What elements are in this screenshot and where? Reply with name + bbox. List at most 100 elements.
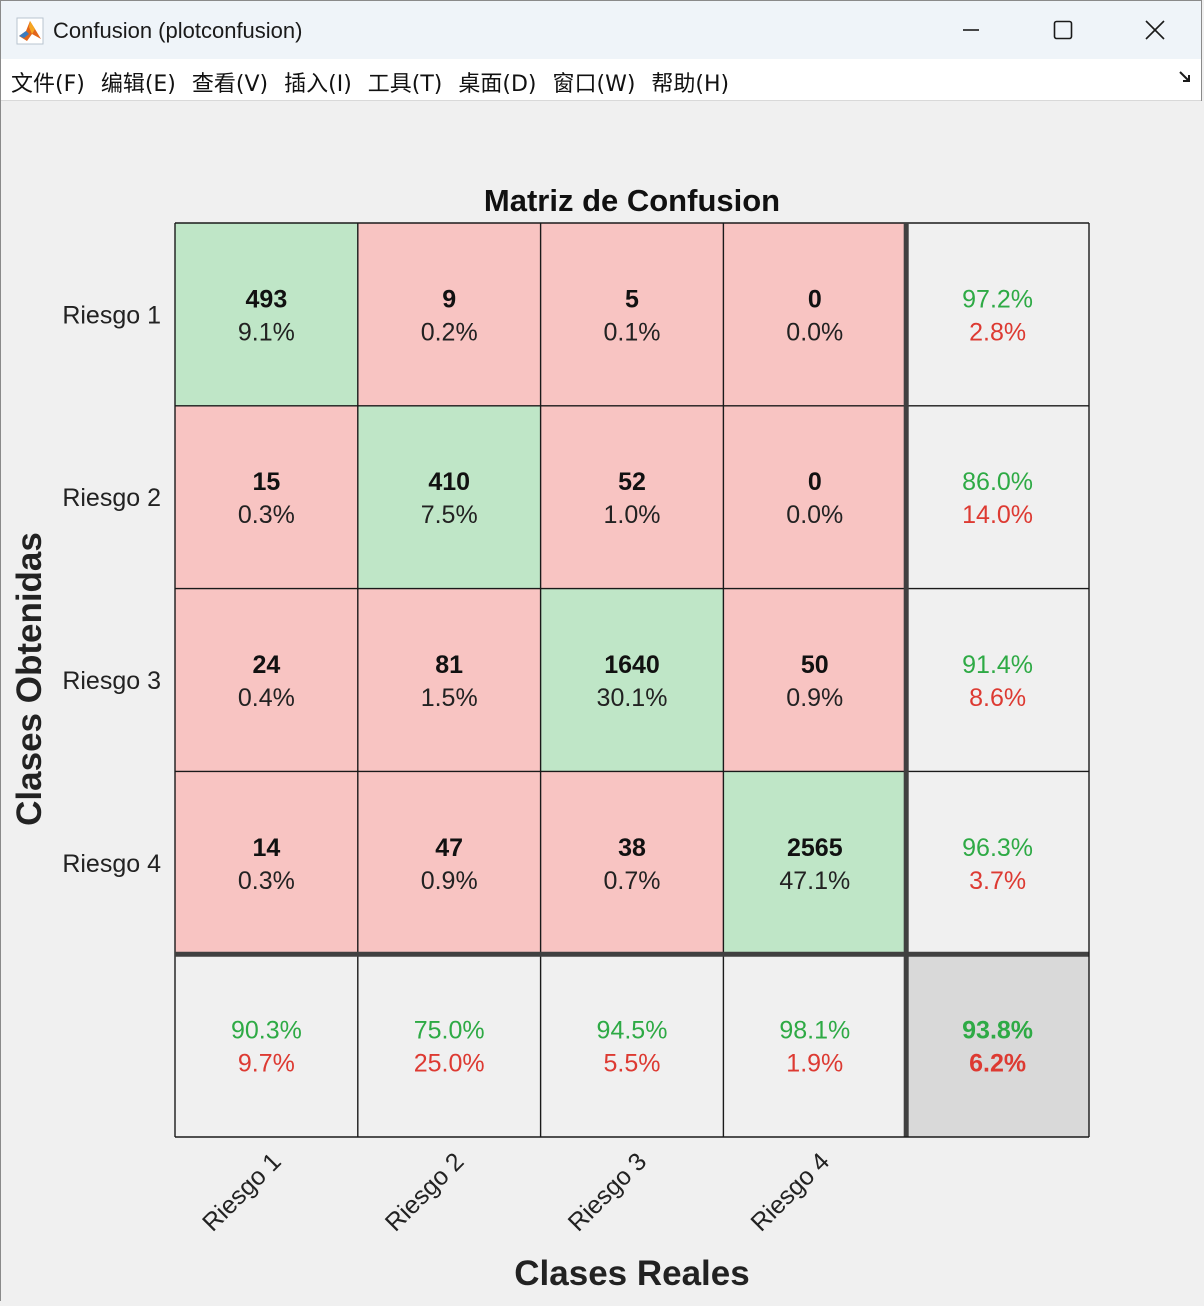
col-summary-correct: 94.5% xyxy=(597,1017,668,1045)
cell-count: 38 xyxy=(618,834,646,862)
matrix-cell-2-1 xyxy=(357,588,541,772)
row-summary-error: 14.0% xyxy=(962,501,1033,529)
maximize-button[interactable] xyxy=(1017,1,1109,59)
cell-count: 14 xyxy=(252,834,280,862)
matrix-cell-4-4 xyxy=(906,954,1089,1137)
col-summary-error: 9.7% xyxy=(238,1050,295,1078)
overall-correct: 93.8% xyxy=(962,1017,1033,1045)
close-button[interactable] xyxy=(1109,1,1201,59)
cell-count: 5 xyxy=(625,285,639,313)
matrix-cells xyxy=(175,223,1089,1137)
matrix-cell-0-2 xyxy=(540,223,724,406)
row-summary-error: 2.8% xyxy=(969,318,1026,346)
col-summary-error: 25.0% xyxy=(414,1050,485,1078)
menu-view[interactable]: 查看(V) xyxy=(191,72,269,97)
menu-edit[interactable]: 编辑(E) xyxy=(100,72,176,97)
cell-percent: 30.1% xyxy=(597,684,668,712)
matrix-cell-4-2 xyxy=(540,954,724,1137)
y-tick-label: Riesgo 4 xyxy=(62,850,161,878)
cell-percent: 1.5% xyxy=(421,684,478,712)
col-summary-error: 1.9% xyxy=(786,1050,843,1078)
close-icon xyxy=(1145,20,1165,40)
cell-count: 81 xyxy=(435,651,463,679)
y-tick-label: Riesgo 2 xyxy=(62,484,161,512)
matrix-cell-4-0 xyxy=(175,954,358,1137)
x-tick-label: Riesgo 3 xyxy=(563,1147,653,1237)
cell-percent: 7.5% xyxy=(421,501,478,529)
cell-count: 52 xyxy=(618,468,646,496)
cell-percent: 0.7% xyxy=(604,867,661,895)
x-tick-label: Riesgo 1 xyxy=(197,1147,287,1237)
cell-percent: 0.1% xyxy=(604,318,661,346)
menu-insert[interactable]: 插入(I) xyxy=(284,72,352,97)
matrix-cell-1-2 xyxy=(540,405,724,589)
matrix-cell-0-0 xyxy=(175,223,358,406)
cell-count: 2565 xyxy=(787,834,843,862)
matrix-cell-0-1 xyxy=(357,223,541,406)
row-summary-correct: 91.4% xyxy=(962,651,1033,679)
cell-count: 50 xyxy=(801,651,829,679)
matrix-cell-1-3 xyxy=(723,405,907,589)
cell-count: 1640 xyxy=(604,651,660,679)
matrix-cell-1-0 xyxy=(175,405,358,589)
cell-count: 24 xyxy=(252,651,280,679)
matrix-cell-0-4 xyxy=(906,223,1089,406)
x-tick-label: Riesgo 2 xyxy=(380,1147,470,1237)
cell-percent: 47.1% xyxy=(779,867,850,895)
overall-error: 6.2% xyxy=(969,1050,1026,1078)
menu-file[interactable]: 文件(F) xyxy=(11,72,85,97)
cell-percent: 0.0% xyxy=(786,501,843,529)
window-title: Confusion (plotconfusion) xyxy=(53,18,303,43)
row-summary-correct: 97.2% xyxy=(962,285,1033,313)
matrix-cell-3-4 xyxy=(906,771,1089,955)
maximize-icon xyxy=(1053,20,1073,40)
row-summary-error: 3.7% xyxy=(969,867,1026,895)
col-summary-correct: 98.1% xyxy=(779,1017,850,1045)
menu-help[interactable]: 帮助(H) xyxy=(651,72,730,97)
confusion-matrix-chart: 493 9.1% 9 0.2% 5 0.1% 0 0.0% 15 0.3% 410 7.5% 52 1.0… xyxy=(10,183,1090,1293)
row-summary-error: 8.6% xyxy=(969,684,1026,712)
row-summary-correct: 96.3% xyxy=(962,834,1033,862)
matrix-cell-3-2 xyxy=(540,771,724,955)
cell-percent: 0.9% xyxy=(421,867,478,895)
matrix-cell-2-0 xyxy=(175,588,358,772)
col-summary-correct: 90.3% xyxy=(231,1017,302,1045)
cell-count: 0 xyxy=(808,468,822,496)
x-tick-label: Riesgo 4 xyxy=(745,1147,835,1237)
cell-percent: 0.3% xyxy=(238,867,295,895)
cell-percent: 1.0% xyxy=(604,501,661,529)
minimize-button[interactable] xyxy=(925,1,1017,59)
matrix-cell-2-3 xyxy=(723,588,907,772)
dock-arrow-icon[interactable] xyxy=(1177,69,1193,85)
matrix-cell-2-2 xyxy=(540,588,724,772)
cell-percent: 0.2% xyxy=(421,318,478,346)
cell-percent: 9.1% xyxy=(238,318,295,346)
menu-desktop[interactable]: 桌面(D) xyxy=(458,72,537,97)
col-summary-error: 5.5% xyxy=(604,1050,661,1078)
title-bar: Confusion (plotconfusion) xyxy=(1,1,1201,59)
matrix-cell-1-1 xyxy=(357,405,541,589)
chart-title: Matriz de Confusion xyxy=(484,183,780,218)
matrix-cell-3-3 xyxy=(723,771,907,955)
cell-percent: 0.9% xyxy=(786,684,843,712)
cell-count: 15 xyxy=(252,468,280,496)
matlab-icon xyxy=(16,17,44,45)
menu-tools[interactable]: 工具(T) xyxy=(367,72,443,97)
cell-count: 0 xyxy=(808,285,822,313)
cell-percent: 0.0% xyxy=(786,318,843,346)
matrix-cell-1-4 xyxy=(906,405,1089,589)
matrix-cell-3-1 xyxy=(357,771,541,955)
figure-canvas: 493 9.1% 9 0.2% 5 0.1% 0 0.0% 15 0.3% 410 7.5% 52 1.0… xyxy=(1,101,1203,1301)
cell-percent: 0.4% xyxy=(238,684,295,712)
matrix-grid xyxy=(174,222,1090,1138)
cell-count: 9 xyxy=(442,285,456,313)
cell-percent: 0.3% xyxy=(238,501,295,529)
matrix-cell-0-3 xyxy=(723,223,907,406)
matrix-cell-4-3 xyxy=(723,954,907,1137)
row-summary-correct: 86.0% xyxy=(962,468,1033,496)
x-axis-label: Clases Reales xyxy=(514,1254,749,1293)
menu-window[interactable]: 窗口(W) xyxy=(552,72,636,97)
cell-count: 410 xyxy=(428,468,470,496)
matrix-cell-3-0 xyxy=(175,771,358,955)
